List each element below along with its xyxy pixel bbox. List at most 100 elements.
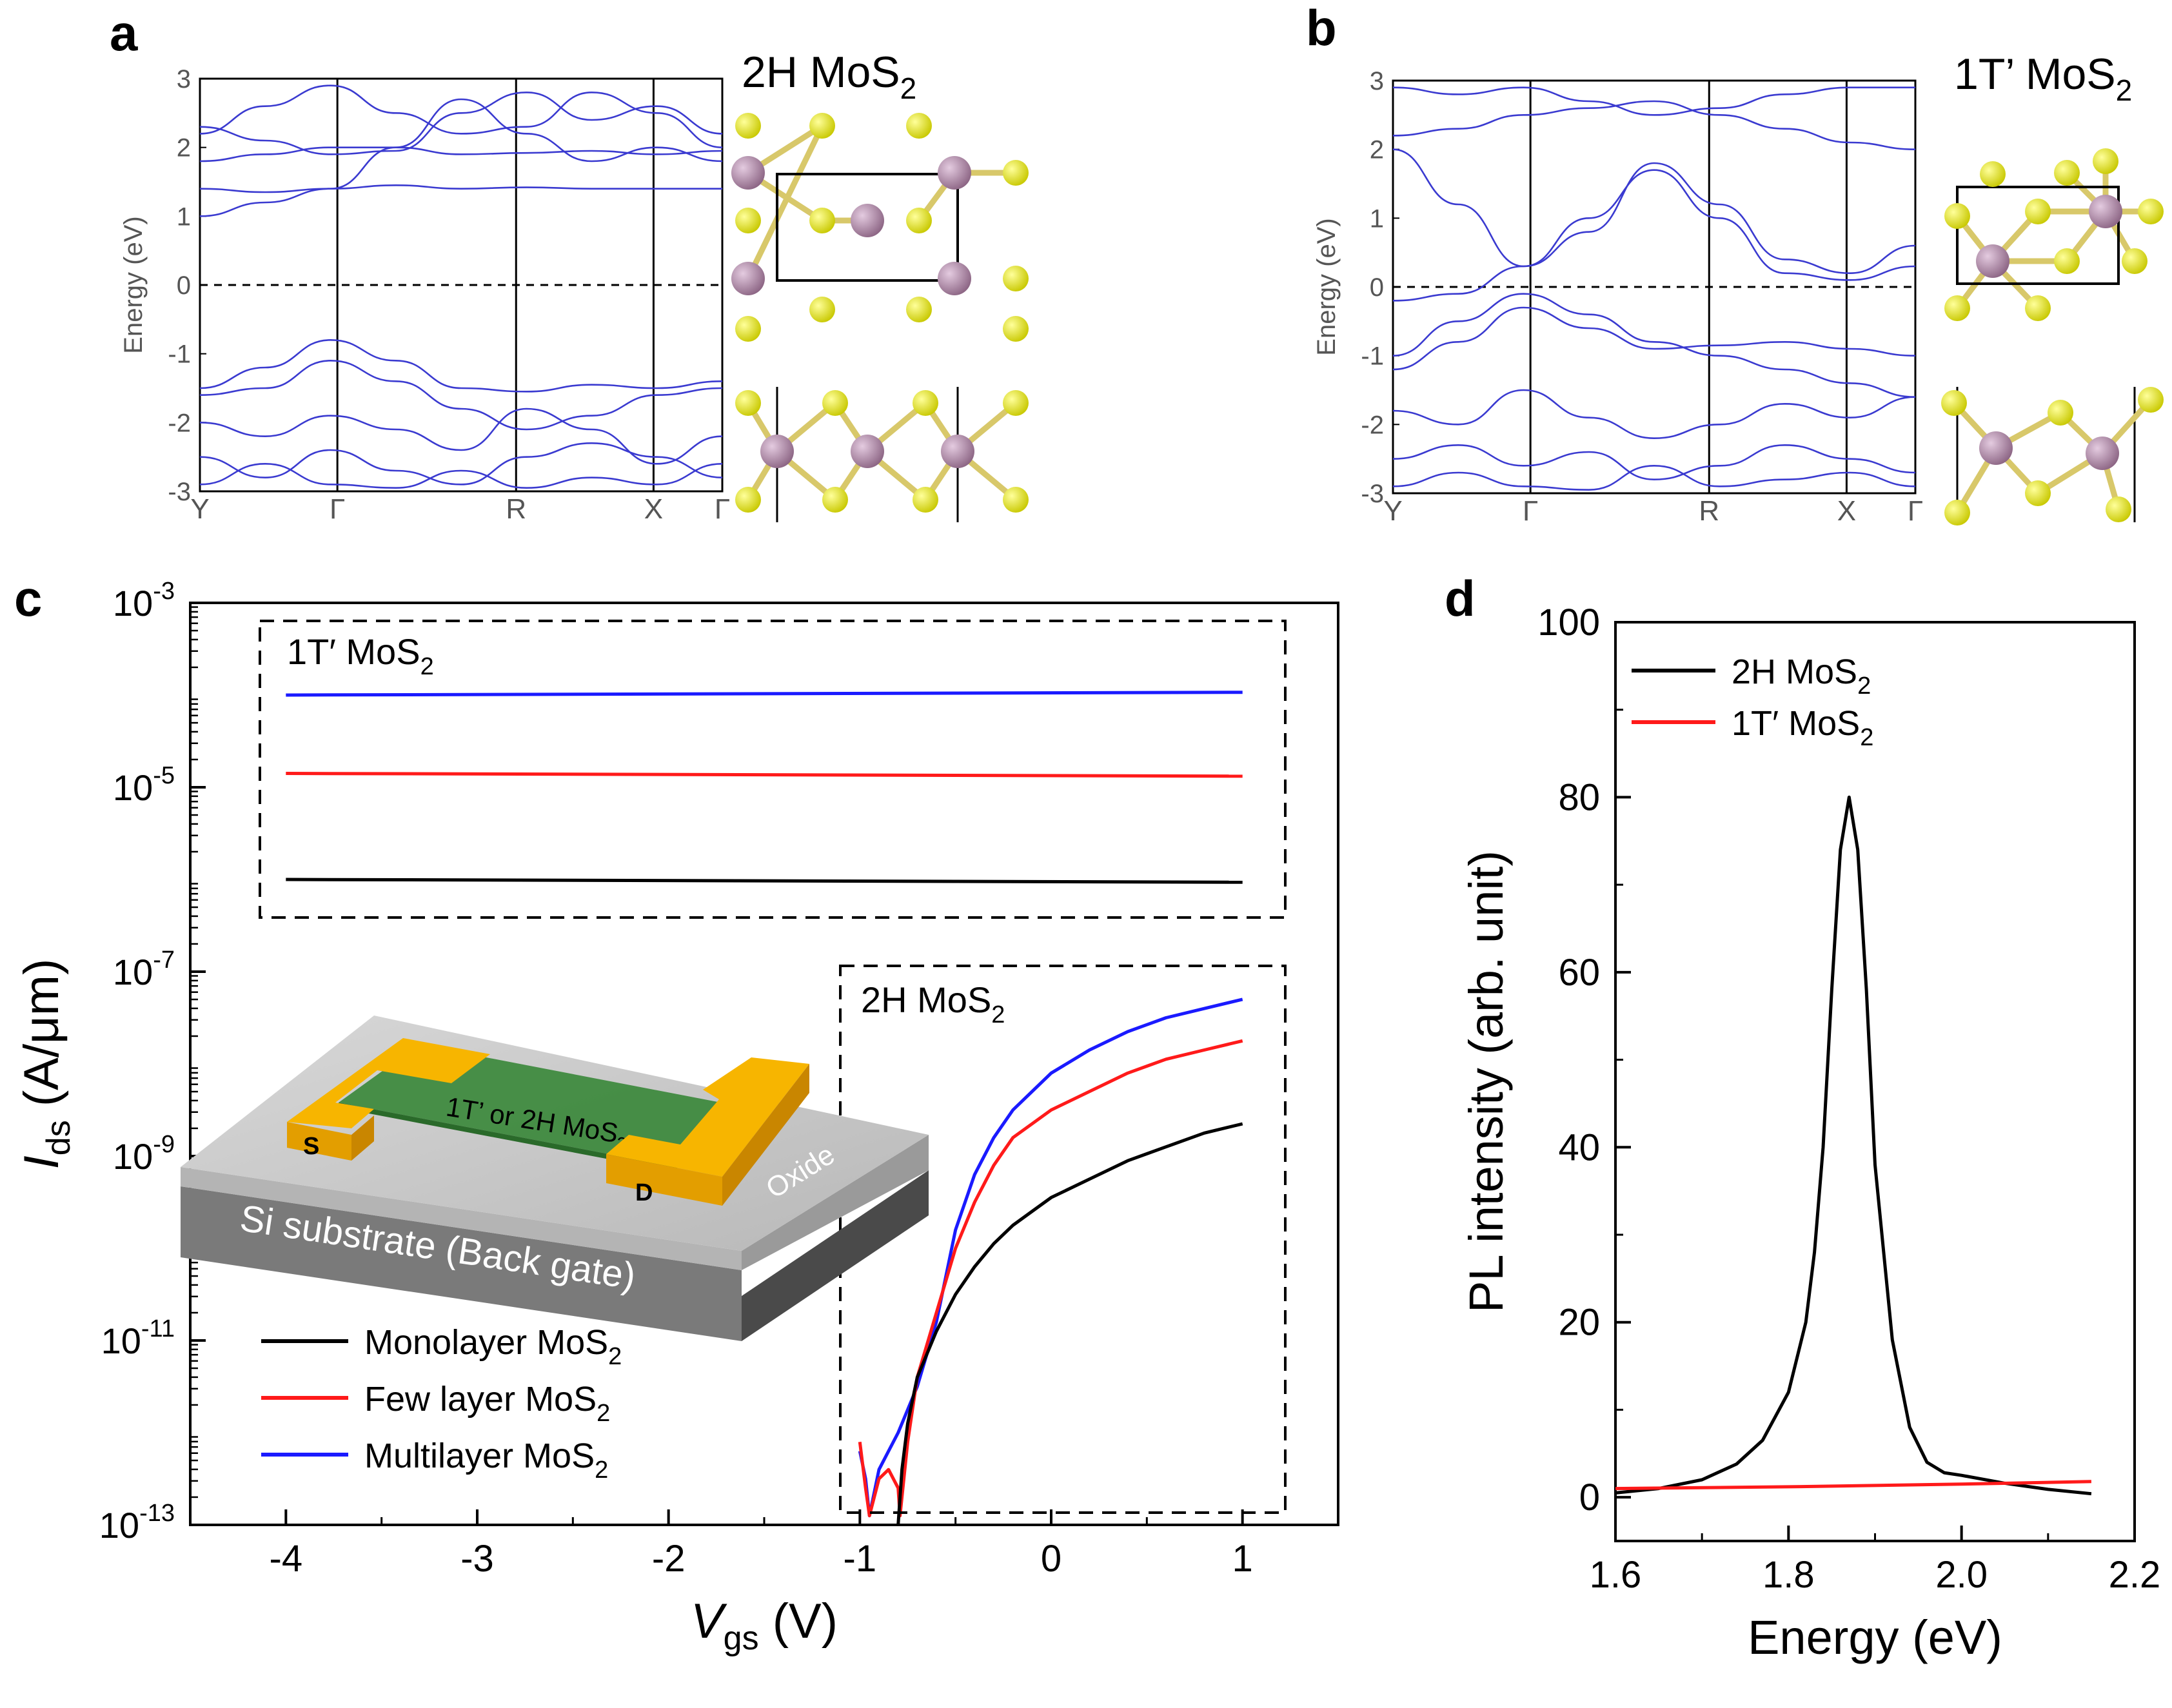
k-point-label: Y <box>190 493 209 525</box>
k-point-label: R <box>1699 495 1719 527</box>
energy-tick-label: -3 <box>1361 480 1384 508</box>
series-line <box>286 772 1243 778</box>
panel-c: c -4 -3 -2 -1 0 1 10-3 10-5 10-7 10-9 10-11 10-13 Vg… <box>14 570 1339 1657</box>
s-atom <box>1980 161 2006 187</box>
mo-atom <box>941 435 974 468</box>
source-contact-top <box>287 1038 490 1128</box>
x-tick-label: 1 <box>1232 1538 1253 1580</box>
x-axis-label: Vgs (V) <box>691 1594 838 1657</box>
y-tick-label: 10-3 <box>113 578 175 623</box>
band-line <box>199 184 722 193</box>
y-tick-label: 10-13 <box>99 1500 175 1546</box>
s-atom <box>2122 248 2147 274</box>
box-2H-label: 2H MoS2 <box>861 979 1005 1028</box>
y-tick-label: 20 <box>1558 1302 1600 1344</box>
energy-tick-label: 0 <box>1370 273 1384 302</box>
energy-tick-label: -1 <box>168 340 191 369</box>
band-line <box>199 146 723 162</box>
band-line <box>199 84 723 148</box>
series-line <box>1615 795 2092 1496</box>
x-axis-label: Energy (eV) <box>1748 1611 2002 1664</box>
s-atom <box>2025 480 2051 506</box>
s-atom <box>822 487 848 513</box>
x-tick-label: 2.2 <box>2109 1554 2161 1596</box>
panel-label-c: c <box>14 570 42 627</box>
energy-tick-label: 3 <box>177 65 191 93</box>
x-tick-label: -1 <box>844 1538 877 1580</box>
band-line <box>1392 389 1916 439</box>
oxide-face <box>181 1167 742 1270</box>
band-line <box>1392 169 1916 302</box>
mo-atom <box>1979 431 2013 465</box>
band-line <box>199 92 723 155</box>
series-line <box>286 691 1243 697</box>
energy-tick-label: 2 <box>1370 136 1384 164</box>
legend-label: 2H MoS2 <box>1732 653 1871 700</box>
mo-atom <box>1976 244 2009 278</box>
mo-atom <box>851 204 884 237</box>
bond <box>745 123 825 282</box>
energy-tick-label: 2 <box>177 134 191 162</box>
legend-label: Few layer MoS2 <box>364 1380 610 1427</box>
s-atom <box>1941 390 1967 416</box>
band-line <box>1392 444 1916 480</box>
crystal-structure-1T <box>1941 148 2164 525</box>
mo-atom <box>731 262 765 295</box>
structure-title-sub: 2 <box>2116 74 2133 107</box>
s-atom <box>809 208 835 233</box>
s-atom <box>809 297 835 322</box>
k-point-label: X <box>644 493 663 525</box>
box-1T-label: 1T′ MoS2 <box>287 631 434 680</box>
legend-label: Monolayer MoS2 <box>364 1323 622 1370</box>
unit-cell <box>776 173 959 282</box>
s-atom <box>906 297 932 322</box>
y-tick-label: 10-7 <box>113 947 175 992</box>
s-atom <box>735 113 761 139</box>
s-atom <box>735 390 761 416</box>
series-line <box>1615 1480 2091 1491</box>
s-atom <box>2048 400 2073 426</box>
source-contact-side <box>287 1122 351 1161</box>
mo-atom <box>2089 195 2122 228</box>
x-tick-label: 0 <box>1041 1538 1061 1580</box>
source-label: S <box>303 1133 319 1160</box>
crystal-structure-2H <box>731 113 1029 522</box>
band-line <box>1392 86 1915 116</box>
drain-contact-top <box>606 1057 809 1177</box>
energy-tick-label: -2 <box>1361 411 1384 439</box>
s-atom <box>906 113 932 139</box>
panel-label-a: a <box>110 5 138 61</box>
pl-plot: 1.6 1.8 2.0 2.2 0 20 40 60 80 100 Energy (eV) PL in… <box>1459 602 2160 1664</box>
s-atom <box>822 390 848 416</box>
x-tick-label: 1.8 <box>1762 1554 1815 1596</box>
band-line <box>199 442 723 486</box>
structure-title-2H: 2H MoS2 <box>742 48 916 105</box>
s-atom <box>735 316 761 342</box>
y-tick-label: 100 <box>1537 602 1600 643</box>
legend-c: Monolayer MoS2 Few layer MoS2 Multilayer M… <box>261 1323 622 1484</box>
k-point-label: Γ <box>1908 495 1923 527</box>
s-atom <box>2106 496 2131 522</box>
k-point-label: Γ <box>1523 495 1538 527</box>
drain-contact-right <box>722 1064 809 1206</box>
svg-text:1T’ MoS2: 1T’ MoS2 <box>1954 50 2132 107</box>
energy-axis-label: Energy (eV) <box>1312 218 1341 355</box>
plot-frame <box>1614 621 2136 1542</box>
band-line <box>1392 293 1916 398</box>
s-atom <box>2025 295 2051 321</box>
band-line <box>199 339 723 393</box>
mo-atom <box>731 156 765 190</box>
band-line <box>199 98 723 217</box>
drain-contact-side <box>606 1154 722 1206</box>
y-tick-label: 10-9 <box>113 1131 175 1177</box>
s-atom <box>1003 487 1029 513</box>
unit-cell <box>1956 186 2120 285</box>
box-2H-group <box>839 965 1287 1514</box>
series-line <box>286 878 1243 884</box>
device-schematic: Si substrate (Back gate) Oxide 1T’ or 2H… <box>181 1016 929 1341</box>
panel-label-d: d <box>1445 570 1476 627</box>
